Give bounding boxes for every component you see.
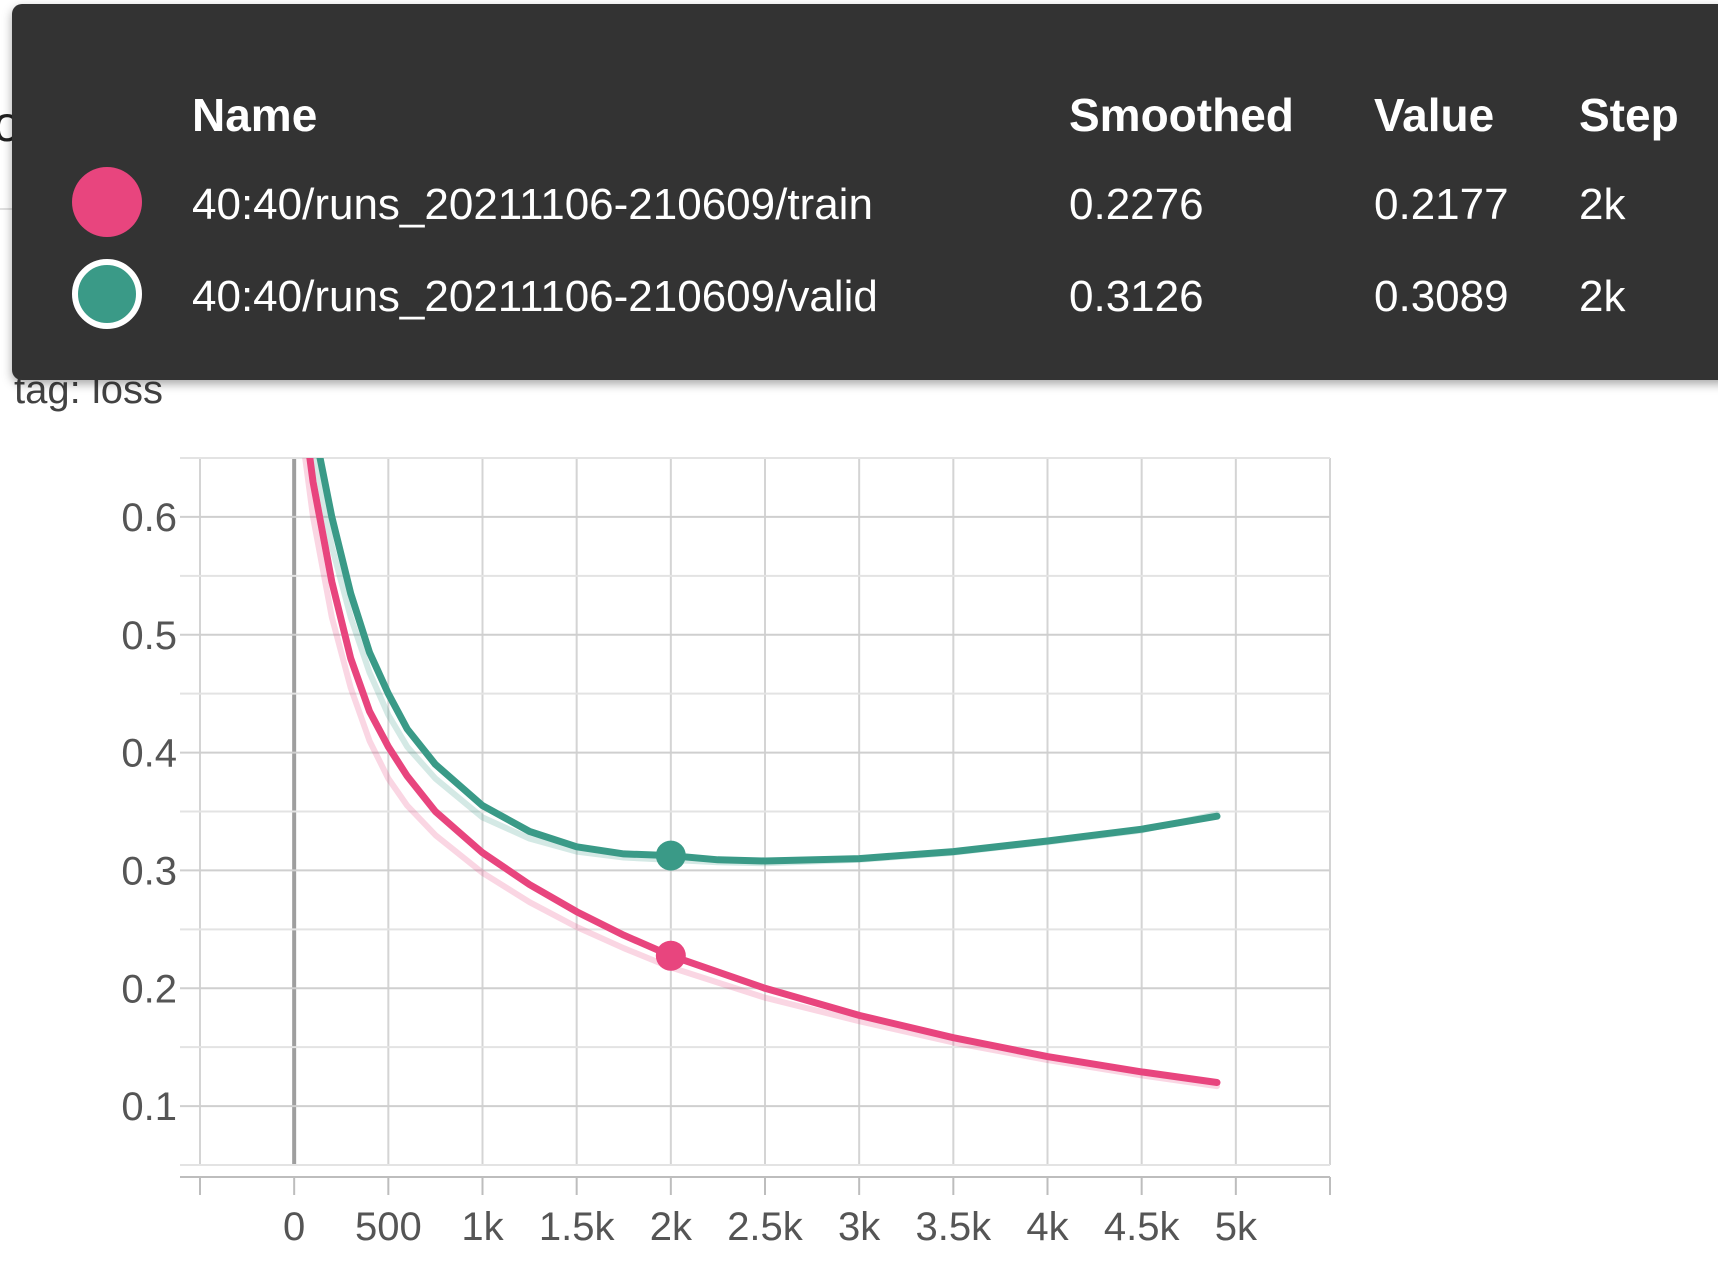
train-hover-point — [655, 940, 686, 971]
y-tick-label: 0.6 — [121, 496, 177, 540]
y-tick-label: 0.2 — [121, 967, 177, 1011]
x-tick-label: 3.5k — [916, 1205, 993, 1249]
y-tick-label: 0.5 — [121, 614, 177, 658]
hover-markers — [655, 840, 686, 971]
valid-series-swatch-icon — [72, 259, 142, 329]
x-tick-label: 2k — [650, 1205, 693, 1249]
x-tick-label: 500 — [355, 1205, 422, 1249]
x-tick-label: 0 — [283, 1205, 305, 1249]
tooltip-row-train-smoothed: 0.2276 — [1069, 180, 1204, 229]
smoothed-series-layer — [306, 458, 1221, 1086]
tooltip-row-valid-smoothed: 0.3126 — [1069, 272, 1204, 321]
valid-hover-point — [655, 840, 686, 871]
tooltip-row-valid-step: 2k — [1579, 272, 1626, 321]
x-tick-label: 3k — [838, 1205, 881, 1249]
tooltip-row-train-step: 2k — [1579, 180, 1626, 229]
train-smoothed-line — [306, 458, 1221, 1086]
train-series-swatch-icon — [72, 167, 142, 237]
x-tick-label: 4.5k — [1104, 1205, 1181, 1249]
x-tick-label: 2.5k — [727, 1205, 804, 1249]
tooltip-header-step: Step — [1579, 89, 1679, 141]
hover-tooltip: Name Smoothed Value Step 40:40/runs_2021… — [12, 4, 1718, 380]
valid-smoothed-line — [316, 458, 1221, 865]
tooltip-header-smoothed: Smoothed — [1069, 89, 1294, 141]
y-tick-label: 0.1 — [121, 1085, 177, 1129]
tooltip-row-train-name: 40:40/runs_20211106-210609/train — [192, 180, 873, 229]
tooltip-header-value: Value — [1374, 89, 1495, 141]
x-tick-label: 1k — [461, 1205, 504, 1249]
tooltip-row-valid-value: 0.3089 — [1374, 272, 1509, 321]
tooltip-row-train-value: 0.2177 — [1374, 180, 1509, 229]
x-tick-label: 1.5k — [539, 1205, 616, 1249]
x-tick-label: 4k — [1026, 1205, 1069, 1249]
tooltip-row-valid-name: 40:40/runs_20211106-210609/valid — [192, 272, 878, 321]
x-tick-label: 5k — [1215, 1205, 1258, 1249]
y-tick-label: 0.4 — [121, 732, 177, 776]
train-raw-line — [302, 458, 1220, 1090]
tooltip-header-name: Name — [192, 89, 318, 141]
y-tick-label: 0.3 — [121, 849, 177, 893]
axis-tick-labels: 0 500 1k 1.5k 2k 2.5k 3k 3.5k 4k 4.5k 5k 0.1 0.2 0.3 0… — [121, 496, 1258, 1249]
